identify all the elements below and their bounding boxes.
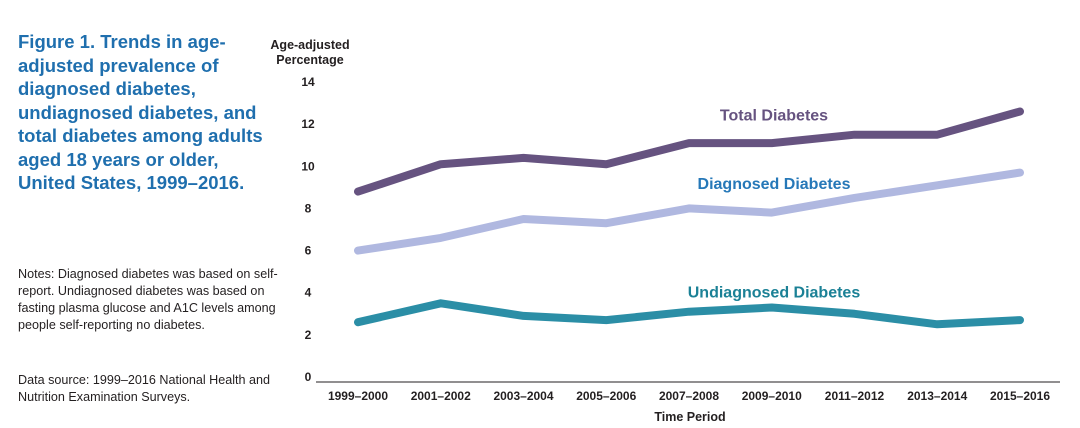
y-tick-label: 2	[305, 328, 312, 342]
diagnosed-diabetes-line	[354, 168, 1024, 255]
y-tick-label: 6	[305, 244, 312, 258]
y-tick-label: 8	[305, 201, 312, 215]
figure-title: Figure 1. Trends in age-adjusted prevale…	[18, 31, 263, 193]
figure-notes: Notes: Diagnosed diabetes was based on s…	[18, 267, 278, 332]
x-tick-label: 2009–2010	[742, 389, 802, 403]
x-tick-label: 2007–2008	[659, 389, 719, 403]
total-diabetes-label: Total Diabetes	[720, 108, 828, 125]
y-tick-label: 10	[301, 159, 315, 173]
x-tick-label: 2015–2016	[990, 389, 1050, 403]
y-tick-label: 14	[301, 75, 315, 89]
x-tick-label: 2003–2004	[493, 389, 553, 403]
total-diabetes-line	[354, 107, 1024, 196]
x-tick-label: 2011–2012	[825, 389, 885, 403]
undiagnosed-diabetes-label: Undiagnosed Diabetes	[688, 285, 861, 302]
x-axis-title: Time Period	[654, 410, 725, 424]
diagnosed-diabetes-label: Diagnosed Diabetes	[698, 176, 851, 193]
y-tick-label: 12	[301, 117, 315, 131]
x-tick-label: 2005–2006	[576, 389, 636, 403]
y-tick-label: 4	[305, 286, 312, 300]
y-tick-label: 0	[305, 370, 312, 384]
data-source: Data source: 1999–2016 National Health a…	[18, 373, 271, 404]
y-axis-title-line-2: Percentage	[276, 53, 343, 67]
undiagnosed-diabetes-line	[354, 299, 1024, 329]
x-tick-label: 1999–2000	[328, 389, 388, 403]
y-axis-title-line-1: Age-adjusted	[270, 38, 349, 52]
x-tick-label: 2013–2014	[907, 389, 967, 403]
x-tick-label: 2001–2002	[411, 389, 471, 403]
